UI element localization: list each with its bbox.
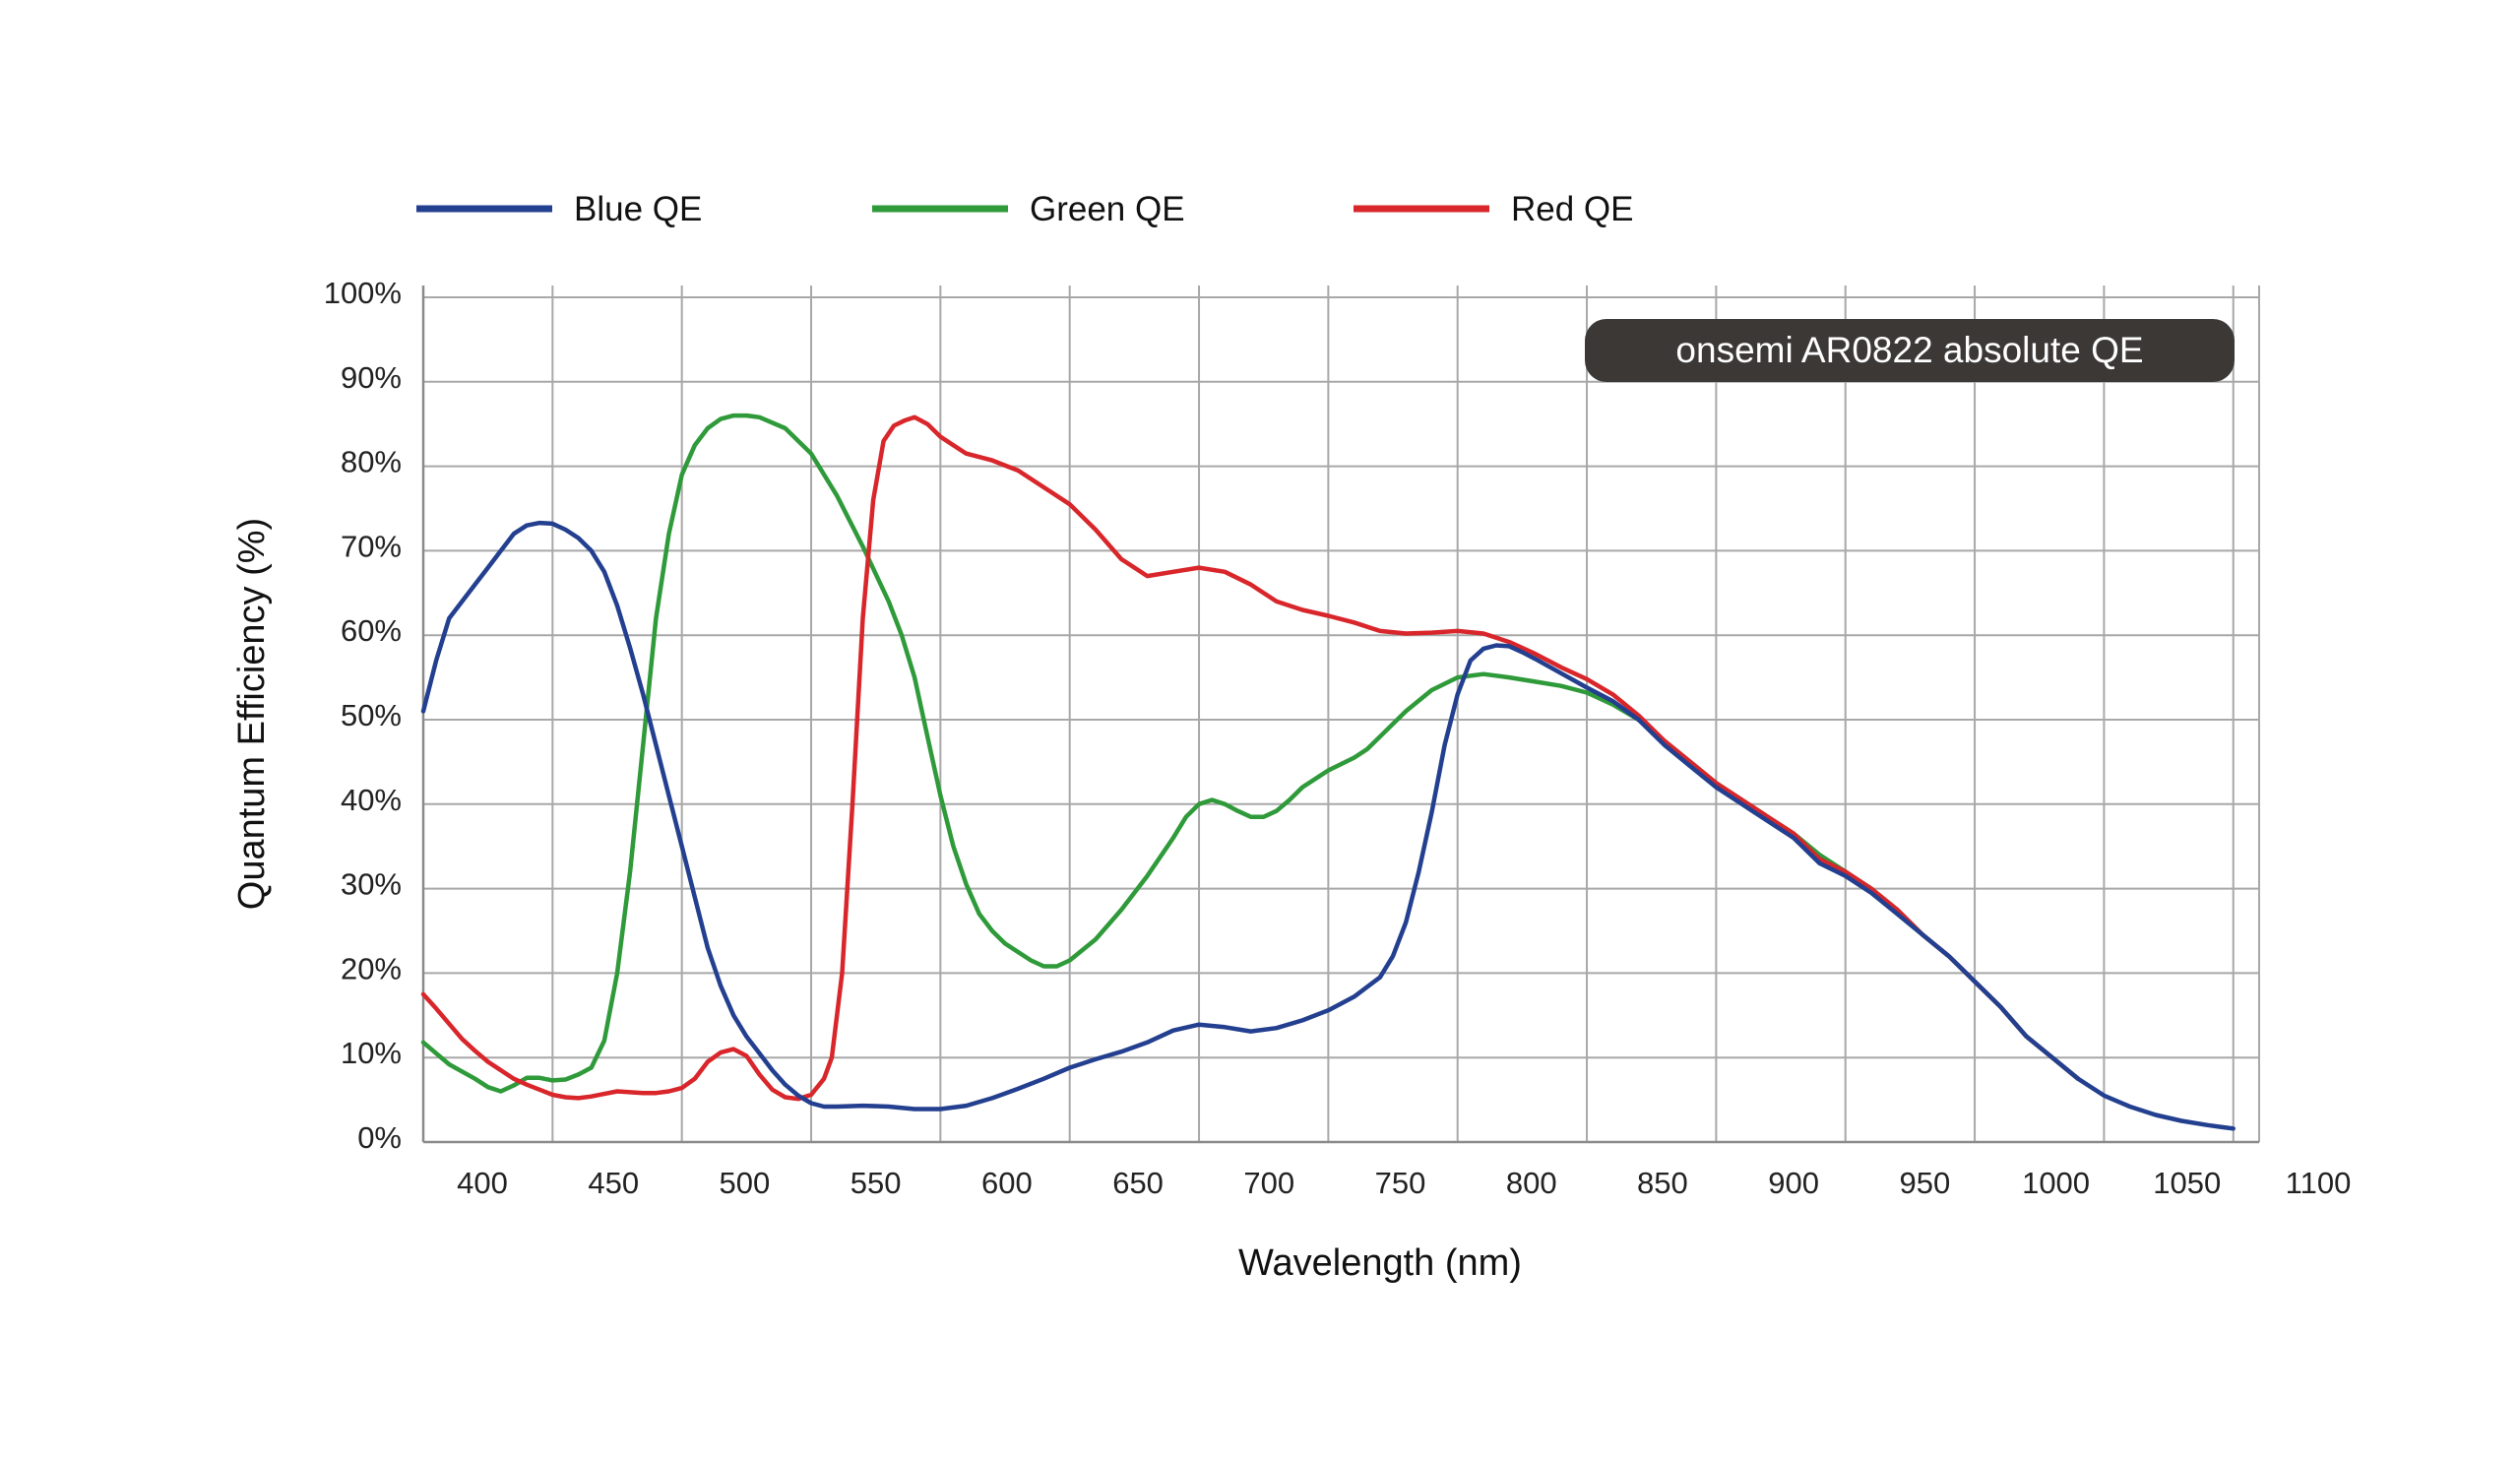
x-tick-label: 950 <box>1899 1166 1950 1200</box>
series-line-blue-qe <box>420 520 2236 1131</box>
x-axis-ticks: 400 450 500 550 600 650 700 750 800 850 900 950 1000… <box>457 1166 2351 1200</box>
legend-label: Green QE <box>1030 190 1185 228</box>
x-axis-title: Wavelength (nm) <box>1238 1242 1522 1284</box>
x-tick-label: 450 <box>588 1166 639 1200</box>
x-tick-label: 1000 <box>2022 1166 2090 1200</box>
chart-series <box>420 413 2236 1131</box>
series-line-green-qe <box>420 413 2081 1094</box>
y-axis-title: Quantum Efficiency (%) <box>231 518 273 910</box>
x-tick-label: 650 <box>1112 1166 1164 1200</box>
y-tick-label: 40% <box>341 783 402 817</box>
annotation-badge-background <box>1585 319 2235 382</box>
legend-label: Blue QE <box>574 190 702 228</box>
annotation-badge: onsemi AR0822 absolute QE <box>1585 319 2235 382</box>
annotation-badge-text: onsemi AR0822 absolute QE <box>1675 330 2143 370</box>
x-tick-label: 900 <box>1768 1166 1819 1200</box>
y-tick-label: 80% <box>341 445 402 479</box>
y-tick-label: 100% <box>324 276 402 310</box>
y-axis-ticks: 0% 10% 20% 30% 40% 50% 60% 70% 80% 90% 100% <box>324 276 402 1155</box>
y-tick-label: 70% <box>341 529 402 563</box>
chart-legend: Blue QE Green QE Red QE <box>416 190 1634 228</box>
x-tick-label: 750 <box>1375 1166 1426 1200</box>
series-line-red-qe <box>420 414 2081 1102</box>
x-tick-label: 550 <box>850 1166 902 1200</box>
y-tick-label: 30% <box>341 867 402 902</box>
y-tick-label: 50% <box>341 698 402 732</box>
x-tick-label: 800 <box>1506 1166 1557 1200</box>
y-tick-label: 10% <box>341 1036 402 1070</box>
x-tick-label: 700 <box>1243 1166 1294 1200</box>
x-tick-label: 400 <box>457 1166 508 1200</box>
x-tick-label: 1100 <box>2286 1166 2352 1200</box>
y-tick-label: 60% <box>341 613 402 648</box>
chart-grid <box>421 286 2260 1144</box>
y-tick-label: 90% <box>341 360 402 395</box>
y-tick-label: 20% <box>341 951 402 985</box>
x-tick-label: 1050 <box>2153 1166 2221 1200</box>
y-tick-label: 0% <box>357 1120 402 1155</box>
legend-label: Red QE <box>1511 190 1634 228</box>
x-tick-label: 500 <box>720 1166 771 1200</box>
x-tick-label: 850 <box>1637 1166 1688 1200</box>
x-tick-label: 600 <box>981 1166 1033 1200</box>
